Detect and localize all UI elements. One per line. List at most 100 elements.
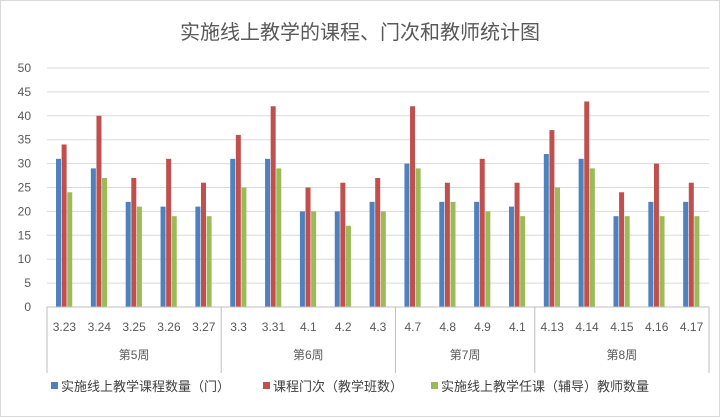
bar-series-1 xyxy=(578,158,584,307)
bar-series-1 xyxy=(439,201,445,307)
bar-series-3 xyxy=(136,206,142,307)
y-tick-label: 45 xyxy=(18,85,32,99)
x-tick-label: 3.27 xyxy=(192,320,216,334)
y-tick-label: 30 xyxy=(18,157,32,171)
week-group-label: 第7周 xyxy=(450,348,481,362)
bar-series-1 xyxy=(125,201,131,307)
bar-series-2 xyxy=(270,106,276,308)
bar-series-2 xyxy=(96,115,102,307)
x-tick-label: 4.13 xyxy=(541,320,565,334)
x-tick-label: 4.1 xyxy=(300,320,317,334)
bar-series-1 xyxy=(299,211,305,307)
bar-series-3 xyxy=(102,177,108,307)
bar-series-1 xyxy=(613,216,619,307)
bar-series-2 xyxy=(305,187,311,307)
bar-series-3 xyxy=(311,211,317,307)
y-tick-label: 50 xyxy=(18,61,32,75)
y-axis: 0 5 10 15 20 25 30 35 40 45 50 xyxy=(18,61,32,314)
bar-series-3 xyxy=(415,168,421,307)
bar-series-3 xyxy=(520,216,526,307)
x-tick-label: 3.3 xyxy=(230,320,247,334)
bar-series-2 xyxy=(514,182,520,307)
bar-series-2 xyxy=(410,106,416,308)
bar-series-3 xyxy=(555,187,561,307)
y-tick-label: 15 xyxy=(18,228,32,242)
bar-series-1 xyxy=(683,201,689,307)
bar-series-3 xyxy=(589,168,595,307)
bar-series-1 xyxy=(56,158,62,307)
bar-series-3 xyxy=(380,211,386,307)
week-group-label: 第8周 xyxy=(607,348,638,362)
x-tick-label: 4.3 xyxy=(370,320,387,334)
bar-series-3 xyxy=(171,216,177,307)
bar-series-1 xyxy=(90,168,96,307)
x-tick-label: 4.8 xyxy=(439,320,456,334)
x-tick-label: 3.24 xyxy=(88,320,112,334)
legend-label: 实施线上教学任课（辅导）教师数量 xyxy=(441,379,649,394)
bar-series-1 xyxy=(543,154,549,307)
legend-label: 课程门次（教学班数） xyxy=(273,379,403,394)
bar-series-1 xyxy=(404,163,410,307)
bar-series-3 xyxy=(694,216,700,307)
bar-series-2 xyxy=(61,144,67,307)
bar-series-3 xyxy=(450,201,456,307)
bar-series-3 xyxy=(206,216,212,307)
x-tick-label: 4.2 xyxy=(335,320,352,334)
bar-series-2 xyxy=(653,163,659,307)
y-tick-label: 35 xyxy=(18,133,32,147)
week-group-label: 第6周 xyxy=(293,348,324,362)
bar-series-2 xyxy=(549,130,555,307)
legend: 实施线上教学课程数量（门） 课程门次（教学班数） 实施线上教学任课（辅导）教师数量 xyxy=(51,379,649,394)
y-tick-label: 5 xyxy=(24,276,31,290)
y-tick-label: 10 xyxy=(18,252,32,266)
bar-series-3 xyxy=(624,216,630,307)
bar-series-1 xyxy=(230,158,236,307)
bar-series-2 xyxy=(375,177,381,307)
x-tick-label: 3.23 xyxy=(53,320,77,334)
bar-series-1 xyxy=(160,206,166,307)
bar-series-3 xyxy=(67,192,73,307)
bar-series-3 xyxy=(345,225,351,307)
y-tick-label: 0 xyxy=(24,300,31,314)
y-tick-label: 25 xyxy=(18,181,32,195)
bar-series-2 xyxy=(619,192,625,307)
x-tick-label: 4.1 xyxy=(509,320,526,334)
chart-title: 实施线上教学的课程、门次和教师统计图 xyxy=(180,20,540,44)
bar-series-2 xyxy=(444,182,450,307)
legend-label: 实施线上教学课程数量（门） xyxy=(61,379,230,394)
y-tick-label: 40 xyxy=(18,109,32,123)
bar-series-1 xyxy=(334,211,340,307)
week-group-label: 第5周 xyxy=(119,348,150,362)
legend-swatch xyxy=(51,382,58,389)
x-tick-label: 4.17 xyxy=(680,320,704,334)
bar-series-2 xyxy=(235,134,241,307)
bars xyxy=(56,101,700,308)
bar-series-3 xyxy=(659,216,665,307)
bar-series-2 xyxy=(584,101,590,308)
bar-series-3 xyxy=(241,187,247,307)
x-tick-label: 3.25 xyxy=(122,320,146,334)
x-tick-label: 4.14 xyxy=(575,320,599,334)
y-tick-label: 20 xyxy=(18,204,32,218)
bar-series-2 xyxy=(688,182,694,307)
legend-swatch xyxy=(263,382,270,389)
bar-series-1 xyxy=(265,158,271,307)
x-tick-label: 4.9 xyxy=(474,320,491,334)
bar-series-2 xyxy=(340,182,346,307)
x-tick-label: 3.26 xyxy=(157,320,181,334)
bar-series-2 xyxy=(166,158,172,307)
bar-series-2 xyxy=(479,158,485,307)
x-tick-label: 4.15 xyxy=(610,320,634,334)
x-tick-label: 3.31 xyxy=(262,320,286,334)
bar-series-1 xyxy=(195,206,201,307)
bar-series-2 xyxy=(131,177,137,307)
bar-series-1 xyxy=(648,201,654,307)
bar-series-1 xyxy=(369,201,375,307)
x-tick-label: 4.7 xyxy=(404,320,421,334)
bar-series-3 xyxy=(485,211,491,307)
bar-series-1 xyxy=(474,201,480,307)
bar-series-2 xyxy=(200,182,206,307)
bar-series-3 xyxy=(276,168,282,307)
